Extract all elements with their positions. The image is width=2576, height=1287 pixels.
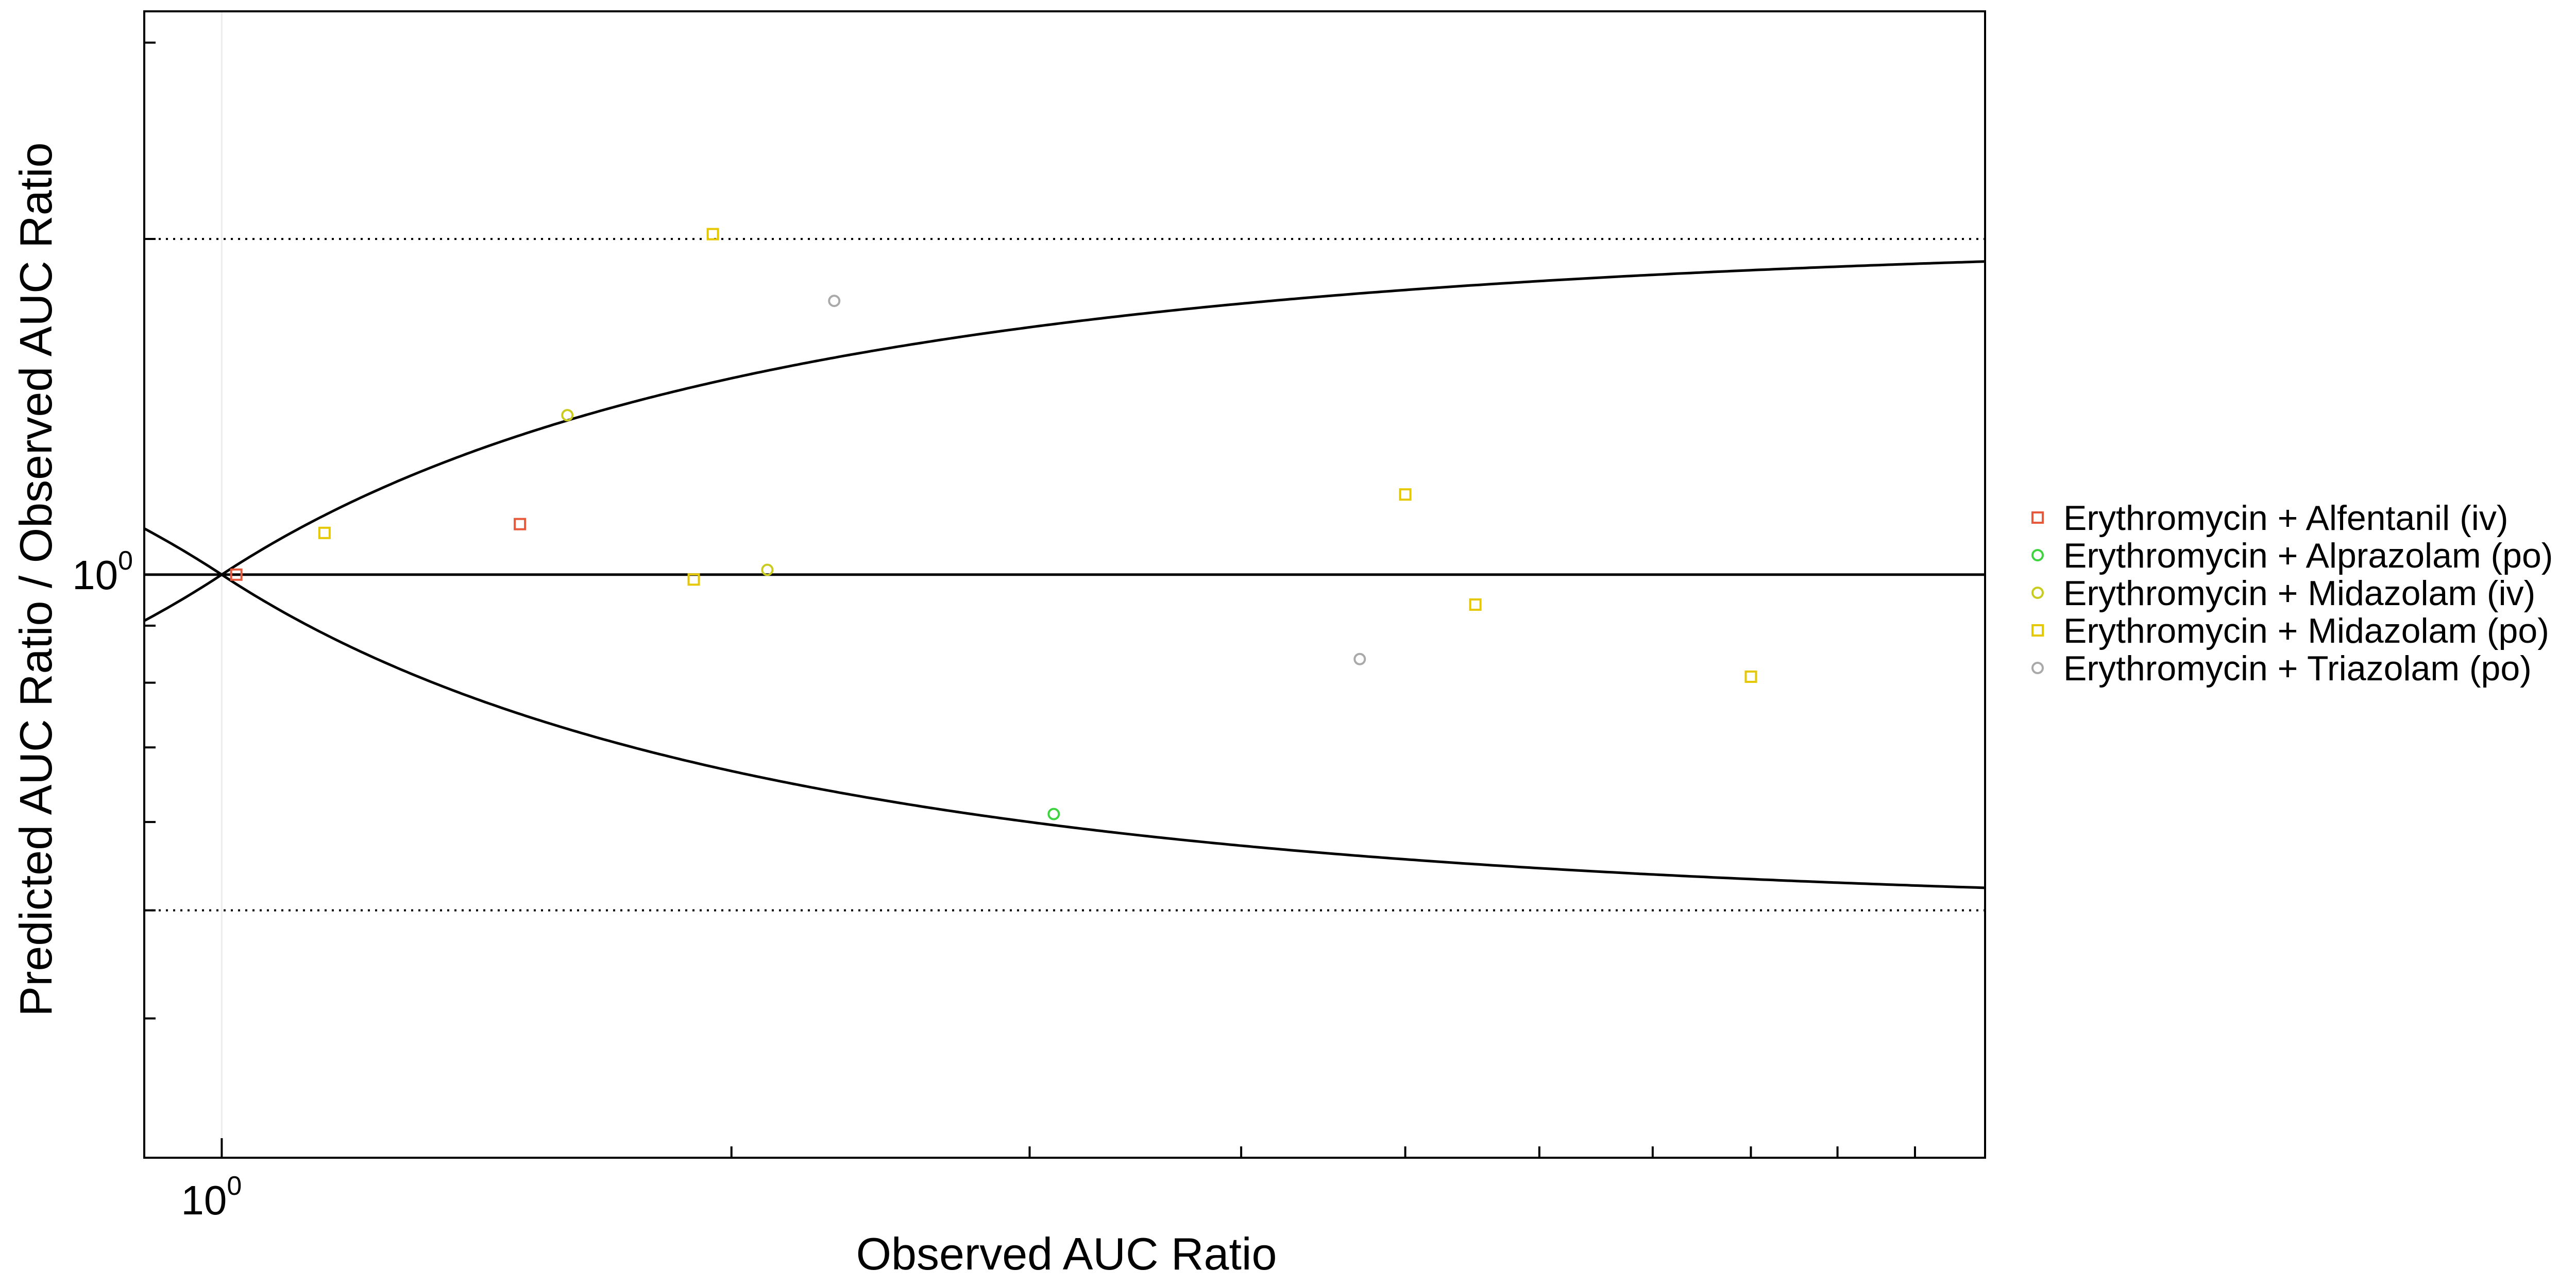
legend-label-0: Erythromycin + Alfentanil (iv) [2063, 499, 2509, 538]
plot-frame [143, 10, 1986, 1159]
legend-marker-3 [2031, 624, 2044, 637]
point-series-2-1 [761, 563, 774, 576]
y-axis-title: Predicted AUC Ratio / Observed AUC Ratio [10, 142, 61, 1016]
legend-marker-0 [2031, 511, 2044, 524]
point-series-3-1 [687, 573, 700, 586]
guest-limit-upper [144, 260, 1985, 622]
legend-marker-4 [2031, 662, 2044, 674]
point-series-3-3 [1399, 488, 1412, 501]
point-series-3-0 [318, 526, 331, 539]
legend-label-1: Erythromycin + Alprazolam (po) [2063, 536, 2553, 575]
point-series-3-5 [1744, 670, 1757, 683]
y-tick-label-0: 100 [72, 546, 133, 598]
legend-marker-2 [2031, 587, 2044, 599]
point-series-3-4 [1469, 598, 1482, 611]
legend: Erythromycin + Alfentanil (iv)Erythromyc… [2031, 499, 2553, 688]
point-series-1-0 [1047, 808, 1060, 820]
point-series-0-0 [230, 568, 243, 581]
legend-marker-1 [2031, 549, 2044, 561]
plot-area [144, 11, 1985, 1158]
legend-label-2: Erythromycin + Midazolam (iv) [2063, 574, 2535, 613]
legend-label-4: Erythromycin + Triazolam (po) [2063, 649, 2532, 688]
x-tick-label-0: 100 [181, 1171, 242, 1223]
guest-limit-lower [144, 527, 1985, 889]
axes: 100 100 [72, 10, 1986, 1223]
plot-content [144, 11, 1985, 1158]
point-series-2-0 [561, 409, 574, 422]
point-series-4-1 [1353, 653, 1366, 665]
point-series-4-0 [828, 295, 841, 307]
x-axis-title: Observed AUC Ratio [856, 1228, 1277, 1279]
legend-label-3: Erythromycin + Midazolam (po) [2063, 611, 2549, 650]
point-series-3-2 [706, 228, 719, 241]
point-series-0-1 [514, 518, 527, 530]
